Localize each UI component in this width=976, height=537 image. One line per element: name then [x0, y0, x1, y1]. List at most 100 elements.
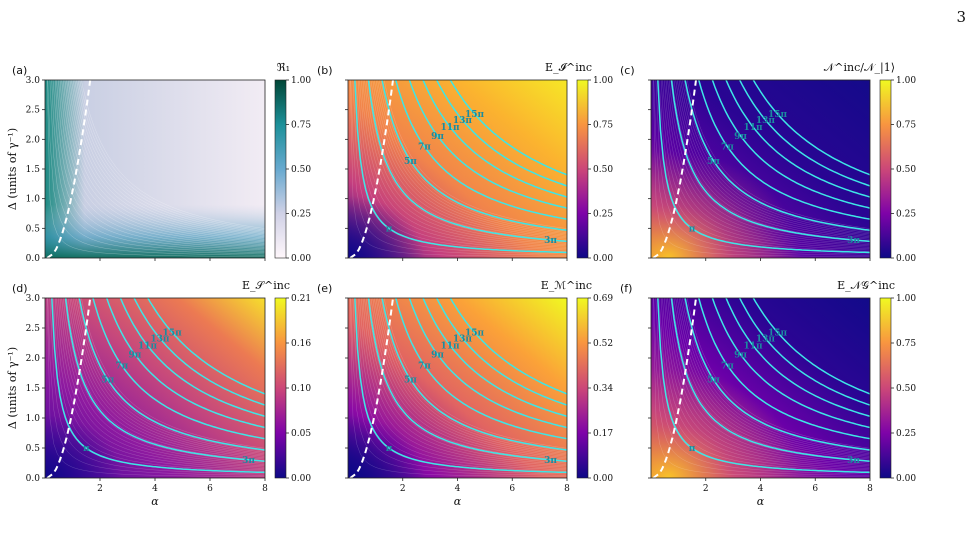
contour-label: 13π	[150, 334, 170, 344]
contour-label: 11π	[744, 342, 764, 352]
contour-label: 3π	[847, 456, 860, 466]
y-tick-label: 3.0	[26, 76, 41, 86]
fine-contour	[350, 298, 567, 476]
fine-contour	[675, 80, 870, 239]
y-tick-label: 3.0	[26, 294, 41, 304]
fine-contour	[678, 80, 870, 236]
contour-15pi	[449, 298, 567, 395]
y-axis-label: Δ (units of γ⁻¹)	[6, 347, 19, 429]
fine-contour	[680, 298, 870, 454]
x-tick-label: 2	[97, 484, 103, 494]
heatmap-field	[45, 80, 265, 258]
x-axis-label: α	[757, 495, 765, 508]
y-tick-label: 0.5	[26, 224, 41, 234]
contour-3pi	[670, 80, 870, 243]
colorbar-tick-label: 0.25	[896, 429, 916, 439]
contour-label: 3π	[242, 456, 255, 466]
colorbar-tick-label: 0.52	[593, 339, 613, 349]
heatmap-overlay	[45, 80, 265, 258]
heatmap-dark	[348, 298, 567, 478]
fine-contour	[365, 80, 567, 244]
y-tick-label: 0.0	[26, 254, 41, 264]
y-tick-label: 1.0	[26, 195, 41, 205]
fine-contour	[64, 298, 265, 463]
panel-a: 0.0 0.5 1.0 1.5 2.0 2.5 3.0 Δ (units of γ⁻¹) (a)…	[6, 61, 311, 264]
fine-contour	[658, 298, 870, 472]
fine-contour	[375, 80, 567, 236]
colorbar-title: E_ℳ^inc	[541, 279, 592, 292]
colorbar-title: E_𝓘^inc	[545, 61, 592, 74]
contour-label: 5π	[404, 376, 417, 386]
fine-contour	[655, 80, 870, 255]
x-tick-label: 6	[812, 484, 818, 494]
contour-15pi	[752, 298, 870, 395]
fine-contour	[69, 80, 265, 239]
dashed-boundary	[349, 80, 394, 258]
colorbar	[879, 297, 892, 479]
caption-fragment	[30, 522, 33, 533]
fine-contour	[682, 80, 870, 233]
contour-13pi	[738, 80, 870, 187]
contour-label: 15π	[768, 328, 788, 338]
x-tick-label: 8	[262, 484, 268, 494]
x-tick-label: 2	[400, 484, 406, 494]
fine-contour	[369, 80, 567, 241]
fine-contour	[653, 80, 870, 256]
contour-label: 9π	[128, 350, 141, 360]
fine-contour	[64, 80, 265, 243]
fine-contour	[652, 298, 870, 477]
contour-label: 11π	[744, 123, 764, 133]
contour-13pi	[435, 80, 567, 187]
x-tick-label: 4	[758, 484, 764, 494]
colorbar-tick-label: 0.34	[593, 384, 613, 394]
fine-contour	[655, 298, 870, 475]
fine-contour	[662, 80, 870, 249]
contour-label: 15π	[465, 110, 485, 120]
colorbar-tick-label: 1.00	[896, 76, 916, 86]
contour-label: 9π	[734, 132, 747, 142]
dashed-boundary	[46, 80, 92, 258]
page-number: 3	[956, 8, 966, 26]
fine-contour	[364, 80, 567, 245]
fine-contour	[357, 298, 567, 471]
contour-11pi	[725, 298, 870, 418]
panel-label: (e)	[317, 282, 332, 295]
fine-contour	[362, 80, 567, 247]
fine-contour	[81, 298, 265, 449]
fine-contour	[361, 298, 567, 468]
contour-label: 9π	[734, 350, 747, 360]
fine-contour	[686, 298, 870, 449]
fine-contour	[662, 298, 870, 469]
fine-contour	[667, 298, 870, 465]
contour-label: 15π	[465, 328, 485, 338]
contour-label: 11π	[138, 342, 158, 352]
contour-1pi	[51, 298, 265, 474]
y-tick-label: 2.0	[26, 135, 41, 145]
colorbar-tick-label: 0.00	[896, 254, 916, 264]
x-axis-label: α	[454, 495, 462, 508]
contour-7pi	[697, 80, 870, 220]
contour-label: 3π	[847, 236, 860, 246]
contour-13pi	[738, 298, 870, 406]
contour-label: 11π	[441, 342, 461, 352]
fine-contour	[361, 80, 567, 248]
y-tick-label: 2.0	[26, 354, 41, 364]
fine-contour	[63, 80, 265, 244]
fine-contour	[77, 298, 265, 452]
contour-label: 15π	[163, 328, 183, 338]
fine-contour	[672, 298, 870, 461]
colorbar-title: 𝒩^inc/𝒩_|1⟩	[824, 61, 895, 75]
fine-contour	[379, 298, 567, 453]
fine-contour	[61, 80, 265, 245]
colorbar-tick-label: 0.50	[896, 165, 916, 175]
fine-contour	[660, 298, 870, 471]
fine-contour	[52, 80, 265, 252]
